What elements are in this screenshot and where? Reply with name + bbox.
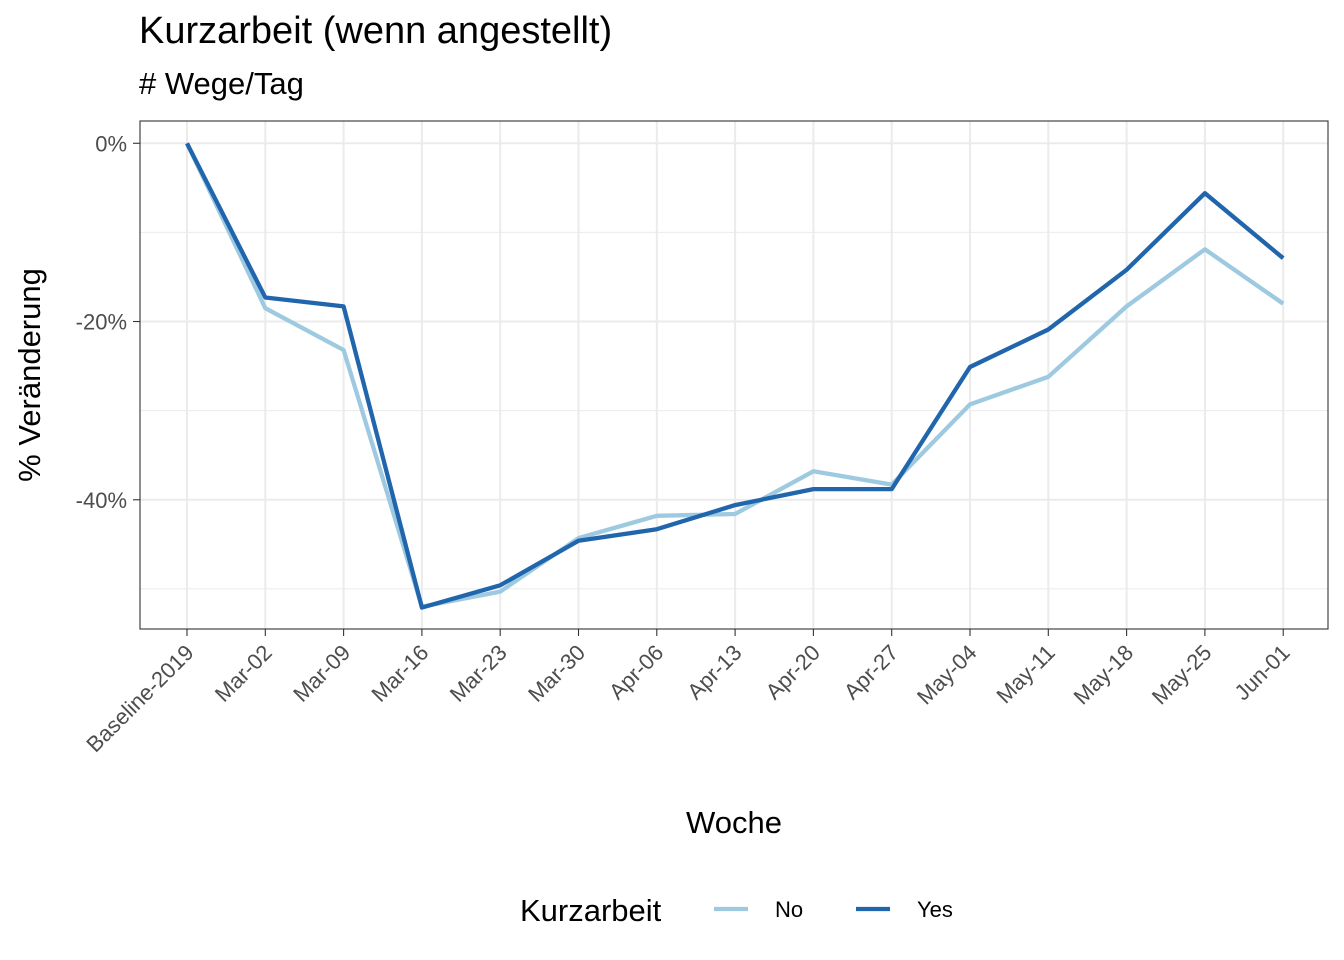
x-axis: Baseline-2019 Mar-02 Mar-09 Mar-16 Mar-23 Mar… bbox=[81, 629, 1295, 757]
y-tick-label: -40% bbox=[76, 488, 127, 513]
x-tick-label: Apr-20 bbox=[761, 640, 825, 704]
legend: Kurzarbeit No Yes bbox=[520, 893, 953, 928]
legend-title: Kurzarbeit bbox=[520, 893, 662, 928]
x-tick-label: Apr-13 bbox=[682, 640, 746, 704]
x-tick-label: May-11 bbox=[991, 640, 1059, 708]
y-tick-label: 0% bbox=[95, 131, 127, 156]
grid-minor bbox=[140, 231, 1328, 590]
x-tick-label: May-25 bbox=[1147, 640, 1217, 710]
x-tick-label: Mar-16 bbox=[366, 640, 433, 707]
chart-subtitle: # Wege/Tag bbox=[139, 66, 304, 101]
x-tick-label: May-18 bbox=[1069, 640, 1139, 710]
legend-label-yes: Yes bbox=[917, 897, 953, 922]
x-tick-label: Baseline-2019 bbox=[81, 640, 198, 757]
x-tick-label: Mar-02 bbox=[210, 640, 277, 707]
x-tick-label: Mar-09 bbox=[288, 640, 355, 707]
x-tick-label: May-04 bbox=[912, 640, 982, 710]
series-line-yes bbox=[185, 142, 1285, 610]
x-tick-label: Apr-27 bbox=[839, 640, 903, 704]
x-axis-title: Woche bbox=[686, 805, 782, 840]
plot-border bbox=[139, 120, 1329, 630]
x-tick-label: Mar-23 bbox=[445, 640, 512, 707]
plot-panel bbox=[140, 121, 1328, 629]
legend-label-no: No bbox=[775, 897, 803, 922]
y-axis: 0% -20% -40% bbox=[76, 131, 140, 513]
y-tick-label: -20% bbox=[76, 310, 127, 335]
y-axis-title: % Veränderung bbox=[12, 268, 47, 482]
x-tick-label: Mar-30 bbox=[523, 640, 590, 707]
series-lines bbox=[185, 142, 1285, 610]
chart-title: Kurzarbeit (wenn angestellt) bbox=[139, 10, 613, 52]
grid-major bbox=[140, 121, 1328, 629]
x-tick-label: Jun-01 bbox=[1229, 640, 1294, 705]
series-line-no bbox=[185, 142, 1285, 609]
x-tick-label: Apr-06 bbox=[604, 640, 668, 704]
